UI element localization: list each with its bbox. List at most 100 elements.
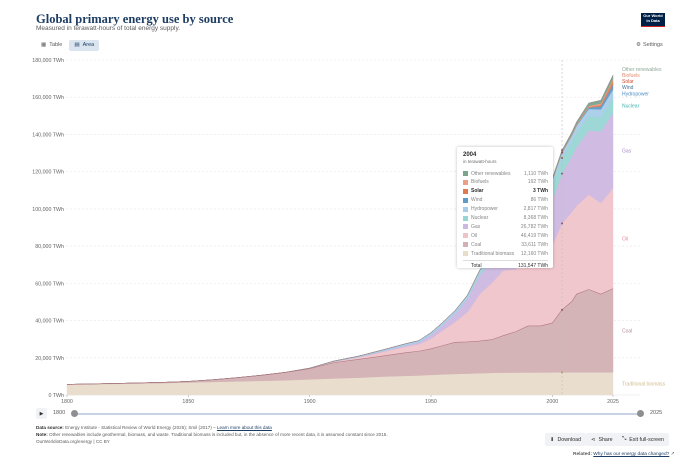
y-tick-label: 80,000 TWh [35,244,64,250]
url-line[interactable]: OurWorldinData.org/energy | CC BY [36,439,110,444]
area-chart-icon: ▤ [74,42,80,48]
tooltip-row: Hydropower 2,817 TWh [463,205,548,214]
series-label: Hydropower [622,92,649,98]
play-icon: ▶ [39,410,44,417]
timeline-start-year: 1800 [53,410,66,416]
timeline-end-year: 2025 [650,410,663,416]
hover-point [561,371,564,374]
x-tick-label: 2025 [607,399,619,405]
legend-swatch [463,233,468,239]
view-tabs: ▦ Table ▤ Area [36,40,100,51]
legend-swatch [463,197,468,203]
tab-table[interactable]: ▦ Table [36,40,67,51]
x-tick-label: 1950 [425,399,437,405]
series-label: Gas [622,148,632,154]
legend-swatch [463,215,468,221]
logo-line1: Our World [643,13,663,18]
timeline-track[interactable] [74,413,640,415]
tooltip-series-name: Coal [471,241,482,248]
y-tick-label: 120,000 TWh [32,170,64,176]
share-label: Share [598,436,613,443]
note-line: Note: Other renewables include geotherma… [36,432,388,437]
tab-area-label: Area [82,42,95,48]
download-icon: ⬇ [550,436,555,443]
series-label: Wind [622,85,634,91]
series-labels: Traditional biomass Coal Oil Gas Nuclear Hydr… [622,67,666,388]
tooltip-row: Coal 33,611 TWh [463,240,548,249]
related-line: Related: Why has our energy data changed… [573,452,675,457]
note-text: Other renewables include geothermal, bio… [49,432,388,437]
related-link[interactable]: Why has our energy data changed? [593,452,670,457]
hover-point [561,222,564,225]
y-tick-label: 140,000 TWh [32,132,64,138]
y-tick-label: 100,000 TWh [32,207,64,213]
tooltip-series-value: 46,419 TWh [520,232,548,239]
tab-area[interactable]: ▤ Area [69,40,100,51]
chart-subtitle: Measured in terawatt-hours of total ener… [36,25,181,32]
learn-more-link[interactable]: Learn more about this data [216,425,272,430]
owid-logo[interactable]: Our World in Data [641,13,665,27]
exit-fullscreen-icon: ⤡ [622,436,627,442]
series-label: Other renewables [622,67,662,73]
share-icon: ⋖ [591,436,596,443]
settings-label: Settings [642,42,663,48]
series-label: Biofuels [622,73,640,79]
tooltip-row: Nuclear 8,368 TWh [463,214,548,223]
hover-point [561,172,564,175]
tooltip-series-name: Hydropower [471,206,498,213]
tooltip-total-label: Total [471,262,482,269]
tooltip-total-row: Total 131,547 TWh [463,260,548,270]
play-button[interactable]: ▶ [36,408,47,419]
x-tick-label: 2000 [546,399,558,405]
legend-swatch [463,179,468,185]
chart-title: Global primary energy use by source [36,12,234,26]
timeline: ▶ 1800 2025 [36,408,666,422]
gear-icon: ⚙ [636,42,641,48]
hover-point [561,157,564,160]
hover-point [561,308,564,311]
tooltip-series-name: Gas [471,223,481,230]
tooltip-series-name: Nuclear [471,215,489,221]
tooltip-series-name: Solar [471,188,484,195]
note-label: Note: [36,432,48,437]
y-tick-label: 20,000 TWh [35,356,64,362]
exit-fullscreen-button[interactable]: ⤡ Exit full-screen [617,433,669,446]
tooltip-series-name: Biofuels [471,179,489,186]
x-axis-ticks: 1800 1850 1900 1950 2000 2025 [61,395,619,405]
hover-marker [561,60,564,395]
tooltip-series-value: 33,611 TWh [521,241,548,248]
x-tick-label: 1800 [61,399,73,405]
tooltip-series-value: 12,160 TWh [520,250,548,257]
series-label: Oil [622,236,628,242]
source-line: Data source: Energy Institute - Statisti… [36,425,272,430]
tooltip-series-name: Traditional biomass [471,250,515,257]
table-icon: ▦ [41,42,47,48]
download-button[interactable]: ⬇ Download [545,433,587,446]
tooltip-row: Wind 86 TWh [463,196,548,205]
chart-tooltip: 2004 in terawatt-hours Other renewables 1… [457,147,553,270]
tooltip-series-value: 192 TWh [527,179,548,186]
source-label: Data source: [36,425,64,430]
tab-table-label: Table [49,42,63,48]
timeline-start-handle[interactable] [70,410,78,417]
share-button[interactable]: ⋖ Share [586,433,618,446]
source-text: Energy Institute - Statistical Review of… [65,425,216,430]
tooltip-series-value: 8,368 TWh [523,215,548,221]
download-label: Download [557,436,582,443]
hover-point [561,149,564,152]
logo-accent-bar [641,25,665,27]
x-tick-label: 1850 [182,399,194,405]
tooltip-series-name: Other renewables [471,170,511,177]
tooltip-row: Gas 26,782 TWh [463,222,548,231]
y-tick-label: 0 TWh [48,393,64,399]
hover-point [561,151,564,154]
y-tick-label: 60,000 TWh [35,281,64,287]
legend-swatch [463,188,468,194]
tooltip-row: Other renewables 1,110 TWh [463,169,548,178]
series-label: Nuclear [622,103,640,109]
timeline-end-handle[interactable] [636,410,644,417]
y-tick-label: 180,000 TWh [32,58,64,64]
settings-button[interactable]: ⚙ Settings [636,42,663,48]
tooltip-series-value: 1,110 TWh [524,170,548,177]
